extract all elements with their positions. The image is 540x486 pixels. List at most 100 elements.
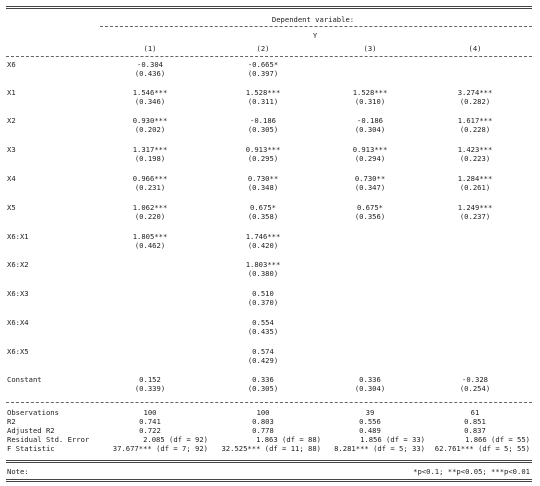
top-rule bbox=[6, 6, 532, 9]
standard-error-cell: (0.397) bbox=[247, 69, 279, 78]
coefficient-cell: 1.528*** bbox=[352, 88, 388, 97]
standard-error-cell: (0.436) bbox=[134, 69, 166, 78]
statistic-cell: 0.837 bbox=[464, 426, 486, 435]
dependent-variable-title: Dependent variable: bbox=[271, 15, 355, 24]
standard-error-cell: (0.370) bbox=[247, 298, 279, 307]
row-label: X6:X3 bbox=[7, 289, 29, 298]
coefficient-cell: 0.675* bbox=[357, 203, 383, 212]
statistic-cell: 0.851 bbox=[464, 417, 486, 426]
coefficient-cell: 1.617*** bbox=[457, 116, 493, 125]
standard-error-cell: (0.294) bbox=[354, 154, 386, 163]
coefficient-cell: 1.803*** bbox=[245, 260, 281, 269]
statistic-cell: 100 bbox=[143, 408, 157, 417]
statistic-cell: 37.677*** (df = 7; 92) bbox=[112, 444, 208, 453]
standard-error-cell: (0.339) bbox=[134, 384, 166, 393]
row-label: X3 bbox=[7, 145, 16, 154]
statistic-label: F Statistic bbox=[7, 444, 55, 453]
row-label: X1 bbox=[7, 88, 16, 97]
standard-error-cell: (0.356) bbox=[354, 212, 386, 221]
statistic-cell: 0.722 bbox=[139, 426, 161, 435]
standard-error-cell: (0.198) bbox=[134, 154, 166, 163]
coefficient-cell: 0.730** bbox=[354, 174, 386, 183]
standard-error-cell: (0.304) bbox=[354, 384, 386, 393]
statistic-cell: 62.761*** (df = 5; 55) bbox=[434, 444, 530, 453]
column-header-4: (4) bbox=[468, 44, 482, 53]
coefficient-cell: -0.186 bbox=[357, 116, 383, 125]
statistic-cell: 0.778 bbox=[252, 426, 274, 435]
standard-error-cell: (0.420) bbox=[247, 241, 279, 250]
standard-error-cell: (0.231) bbox=[134, 183, 166, 192]
coefficient-cell: 3.274*** bbox=[457, 88, 493, 97]
coefficient-cell: 1.805*** bbox=[132, 232, 168, 241]
significance-note: *p<0.1; **p<0.05; ***p<0.01 bbox=[413, 467, 530, 476]
dependent-variable-name: Y bbox=[312, 31, 318, 40]
statistic-cell: 0.489 bbox=[359, 426, 381, 435]
statistic-label: Observations bbox=[7, 408, 59, 417]
coefficient-cell: 0.152 bbox=[139, 375, 161, 384]
coefficient-cell: -0.304 bbox=[137, 60, 163, 69]
standard-error-cell: (0.311) bbox=[247, 97, 279, 106]
coefficient-cell: -0.665* bbox=[247, 60, 279, 69]
standard-error-cell: (0.358) bbox=[247, 212, 279, 221]
standard-error-cell: (0.295) bbox=[247, 154, 279, 163]
row-label: X6:X5 bbox=[7, 347, 29, 356]
standard-error-cell: (0.202) bbox=[134, 125, 166, 134]
standard-error-cell: (0.261) bbox=[459, 183, 491, 192]
standard-error-cell: (0.348) bbox=[247, 183, 279, 192]
statistic-cell: 1.866 (df = 55) bbox=[465, 435, 530, 444]
coefficient-cell: -0.328 bbox=[462, 375, 488, 384]
row-label: X6:X1 bbox=[7, 232, 29, 241]
row-label: X4 bbox=[7, 174, 16, 183]
column-header-3: (3) bbox=[363, 44, 377, 53]
statistic-cell: 2.085 (df = 92) bbox=[143, 435, 208, 444]
coefficient-cell: 1.528*** bbox=[245, 88, 281, 97]
coefficient-cell: -0.186 bbox=[250, 116, 276, 125]
row-label: X5 bbox=[7, 203, 16, 212]
standard-error-cell: (0.310) bbox=[354, 97, 386, 106]
standard-error-cell: (0.435) bbox=[247, 327, 279, 336]
statistic-cell: 8.281*** (df = 5; 33) bbox=[334, 444, 425, 453]
standard-error-cell: (0.429) bbox=[247, 356, 279, 365]
coefficient-cell: 0.675* bbox=[250, 203, 276, 212]
statistic-label: R2 bbox=[7, 417, 16, 426]
standard-error-cell: (0.223) bbox=[459, 154, 491, 163]
coefficient-cell: 1.284*** bbox=[457, 174, 493, 183]
standard-error-cell: (0.346) bbox=[134, 97, 166, 106]
standard-error-cell: (0.304) bbox=[354, 125, 386, 134]
standard-error-cell: (0.380) bbox=[247, 269, 279, 278]
stats-bottom-rule bbox=[6, 460, 532, 463]
coefficient-cell: 0.913*** bbox=[352, 145, 388, 154]
standard-error-cell: (0.220) bbox=[134, 212, 166, 221]
header-dashed-rule bbox=[100, 26, 532, 27]
statistic-cell: 39 bbox=[365, 408, 375, 417]
standard-error-cell: (0.305) bbox=[247, 384, 279, 393]
coefficient-cell: 1.746*** bbox=[245, 232, 281, 241]
statistic-cell: 0.803 bbox=[252, 417, 274, 426]
coefficient-cell: 0.336 bbox=[359, 375, 381, 384]
statistic-cell: 100 bbox=[256, 408, 270, 417]
row-label: X6:X4 bbox=[7, 318, 29, 327]
column-header-2: (2) bbox=[256, 44, 270, 53]
standard-error-cell: (0.228) bbox=[459, 125, 491, 134]
note-label: Note: bbox=[7, 467, 29, 476]
standard-error-cell: (0.305) bbox=[247, 125, 279, 134]
coefficient-cell: 1.317*** bbox=[132, 145, 168, 154]
row-label: X6:X2 bbox=[7, 260, 29, 269]
coefficient-cell: 1.423*** bbox=[457, 145, 493, 154]
row-label: X6 bbox=[7, 60, 16, 69]
standard-error-cell: (0.282) bbox=[459, 97, 491, 106]
coefficient-cell: 0.336 bbox=[252, 375, 274, 384]
coefficient-cell: 1.062*** bbox=[132, 203, 168, 212]
statistic-cell: 1.863 (df = 88) bbox=[256, 435, 321, 444]
standard-error-cell: (0.462) bbox=[134, 241, 166, 250]
coefficient-cell: 0.930*** bbox=[132, 116, 168, 125]
statistic-cell: 61 bbox=[470, 408, 480, 417]
statistic-label: Residual Std. Error bbox=[7, 435, 90, 444]
row-label: X2 bbox=[7, 116, 16, 125]
header-bottom-rule bbox=[6, 56, 532, 57]
coefficient-cell: 0.510 bbox=[252, 289, 274, 298]
coefficient-cell: 1.546*** bbox=[132, 88, 168, 97]
coefficient-cell: 0.730** bbox=[247, 174, 279, 183]
column-header-1: (1) bbox=[143, 44, 157, 53]
